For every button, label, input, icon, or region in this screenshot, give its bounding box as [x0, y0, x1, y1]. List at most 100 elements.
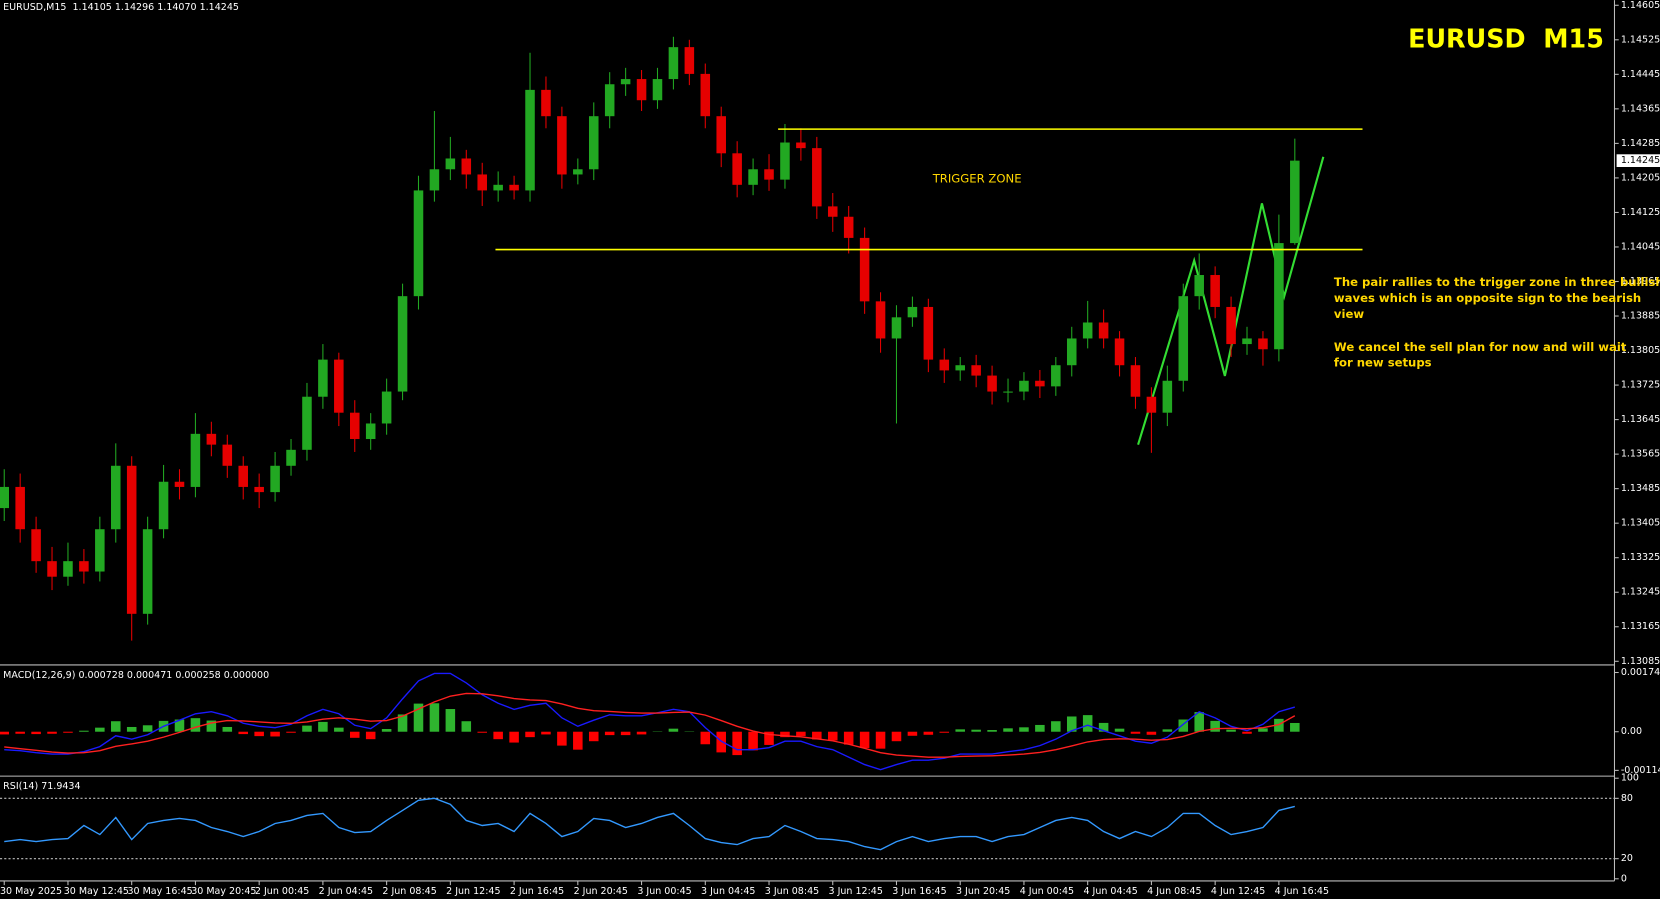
x-tick-label: 2 Jun 12:45 — [446, 886, 500, 897]
histogram-bar — [923, 731, 934, 735]
histogram-bar — [604, 731, 615, 736]
x-tick-label: 4 Jun 16:45 — [1275, 886, 1329, 897]
histogram-bar — [365, 731, 376, 740]
y-tick-label: 1.13165 — [1621, 621, 1660, 632]
histogram-bar — [987, 730, 997, 732]
candle-body — [190, 433, 201, 487]
histogram-bar — [1098, 722, 1109, 732]
candle-body — [1242, 338, 1252, 345]
candle-body — [1114, 338, 1125, 366]
y-tick-label: 1.14045 — [1621, 241, 1660, 252]
x-tick-label: 3 Jun 04:45 — [701, 886, 755, 897]
histogram-bar — [63, 731, 73, 733]
histogram-bar — [796, 731, 806, 737]
candle-body — [445, 158, 456, 170]
histogram-bar — [1210, 720, 1220, 732]
x-tick-label: 30 May 12:45 — [64, 886, 129, 897]
y-tick-label: 0.00 — [1621, 726, 1642, 737]
macd-line — [4, 692, 1296, 758]
candle-body — [222, 444, 233, 466]
histogram-bar — [142, 725, 153, 732]
histogram-bar — [827, 731, 838, 741]
histogram-bar — [477, 731, 487, 733]
candle-body — [907, 306, 918, 318]
macd-title: MACD(12,26,9) 0.000728 0.000471 0.000258… — [3, 670, 269, 681]
candle-body — [1274, 243, 1284, 350]
wave-drawing — [1137, 156, 1325, 446]
histogram-bar — [31, 731, 41, 735]
y-tick-label: 1.13885 — [1621, 311, 1660, 322]
candle-body — [461, 158, 472, 175]
candle-body — [764, 169, 774, 180]
candle-body — [1226, 306, 1236, 345]
y-tick-label: 1.13565 — [1621, 449, 1660, 460]
last-price-label: 1.14245 — [1621, 155, 1660, 166]
candle-body — [238, 465, 248, 487]
y-tick-label: 1.14125 — [1621, 207, 1660, 218]
histogram-bar — [843, 731, 854, 745]
y-tick-label: 1.13805 — [1621, 345, 1660, 356]
histogram-bar — [429, 703, 440, 732]
candle-body — [349, 412, 360, 440]
candle-body — [796, 142, 806, 149]
x-tick-label: 4 Jun 04:45 — [1083, 886, 1137, 897]
x-tick-label: 30 May 16:45 — [127, 886, 192, 897]
histogram-bar — [1051, 721, 1061, 732]
candle-body — [1258, 338, 1268, 350]
candle-body — [381, 391, 392, 424]
candle-body — [1066, 338, 1077, 366]
histogram-bar — [668, 728, 679, 732]
candle-body — [79, 561, 89, 572]
candle-body — [636, 79, 647, 101]
histogram-bar — [1178, 719, 1189, 732]
macd-line — [4, 672, 1296, 771]
histogram-bar — [0, 731, 9, 735]
histogram-bar — [620, 731, 631, 736]
candle-body — [987, 375, 997, 392]
y-tick-label: 1.14605 — [1621, 0, 1660, 11]
candle-body — [620, 79, 631, 85]
candle-body — [780, 142, 790, 180]
candle-body — [716, 116, 726, 154]
candle-body — [493, 184, 503, 191]
candle-body — [142, 529, 153, 614]
y-tick-label: 1.13645 — [1621, 414, 1660, 425]
histogram-bar — [1130, 731, 1141, 734]
candle-body — [286, 449, 296, 466]
candle-body — [270, 465, 280, 493]
note-text: waves which is an opposite sign to the b… — [1334, 291, 1641, 305]
candle-body — [1098, 322, 1109, 339]
candle-body — [47, 561, 57, 577]
candle-body — [477, 174, 487, 191]
candle-body — [1130, 365, 1141, 397]
candle-body — [684, 47, 695, 74]
histogram-bar — [955, 729, 965, 732]
histogram-bar — [95, 727, 105, 732]
note-text: view — [1334, 307, 1364, 321]
candle-body — [1178, 296, 1189, 381]
histogram-bar — [1194, 712, 1204, 732]
histogram-bar — [349, 731, 360, 738]
rsi-title: RSI(14) 71.9434 — [3, 781, 80, 792]
candle-body — [111, 465, 121, 530]
note-text: The pair rallies to the trigger zone in … — [1334, 275, 1660, 289]
histogram-bar — [445, 709, 456, 732]
histogram-bar — [1258, 728, 1268, 732]
candle-body — [827, 206, 838, 217]
candle-body — [939, 359, 950, 371]
histogram-bar — [1082, 715, 1093, 732]
candle-body — [0, 486, 9, 509]
y-tick-label: 1.14205 — [1621, 172, 1660, 183]
histogram-bar — [748, 731, 758, 751]
candle-body — [1051, 365, 1061, 387]
histogram-bar — [461, 721, 472, 732]
candle-body — [429, 169, 440, 191]
last-price-box — [1616, 154, 1660, 167]
x-tick-label: 30 May 2025 — [0, 886, 62, 897]
y-tick-label: 1.13965 — [1621, 276, 1660, 287]
y-tick-label: 1.13405 — [1621, 518, 1660, 529]
histogram-bar — [971, 729, 981, 732]
histogram-bar — [334, 727, 344, 732]
candle-body — [525, 89, 535, 191]
